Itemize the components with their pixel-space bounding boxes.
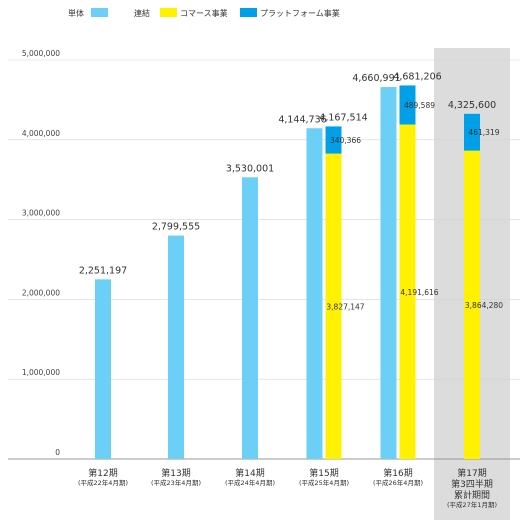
standalone-value-label: 4,144,736 — [278, 114, 326, 125]
commerce-bar — [464, 150, 480, 459]
legend-standalone-label: 単体 — [68, 8, 84, 18]
x-category-label: 第17期 — [457, 467, 486, 479]
standalone-value-label: 2,251,197 — [79, 265, 127, 276]
commerce-bar — [399, 124, 416, 460]
platform-value-label: 489,589 — [404, 101, 435, 110]
platform-value-label: 461,319 — [468, 128, 499, 137]
standalone-bar — [306, 128, 323, 459]
legend-platform-label: プラットフォーム事業 — [260, 8, 340, 18]
y-tick-label: 2,000,000 — [22, 288, 60, 297]
y-tick-label: 4,000,000 — [22, 129, 60, 138]
y-tick-label: 5,000,000 — [22, 49, 60, 58]
commerce-value-label: 3,864,280 — [465, 301, 503, 310]
legend-commerce-swatch — [160, 8, 177, 17]
standalone-value-label: 2,799,555 — [152, 222, 200, 233]
commerce-bar — [325, 153, 342, 459]
x-category-label: 累計期間 — [454, 489, 490, 501]
x-category-label: 第14期 — [235, 467, 264, 479]
legend-platform-swatch — [240, 8, 257, 17]
legend-commerce-label: コマース事業 — [180, 8, 228, 18]
commerce-value-label: 4,191,616 — [400, 288, 438, 297]
platform-bar — [464, 113, 480, 151]
standalone-bar — [95, 279, 111, 459]
legend: 単体 連結 コマース事業 プラットフォーム事業 — [68, 8, 340, 18]
x-category-label: 第13期 — [161, 467, 190, 479]
plot-area: 0 1,000,000 2,000,000 3,000,000 4,000,000 5,0… — [8, 48, 520, 520]
standalone-value-label: 3,530,001 — [226, 163, 274, 174]
standalone-bar — [168, 235, 184, 459]
platform-bar — [399, 85, 416, 125]
x-period-label: (平成27年1月期) — [447, 500, 497, 509]
y-tick-label: 0 — [55, 448, 60, 457]
platform-bar — [325, 126, 342, 154]
x-period-label: (平成23年4月期) — [151, 478, 201, 487]
x-period-label: (平成24年4月期) — [225, 478, 275, 487]
x-period-label: (平成26年4月期) — [373, 478, 423, 487]
x-category-label: 第3四半期 — [451, 478, 493, 490]
x-category-label: 第16期 — [383, 467, 412, 479]
x-period-label: (平成22年4月期) — [78, 478, 128, 487]
commerce-value-label: 3,827,147 — [326, 302, 364, 311]
standalone-bar — [242, 177, 258, 460]
legend-standalone-swatch — [91, 8, 108, 17]
consolidated-total-label: 4,681,206 — [393, 71, 441, 82]
y-tick-label: 1,000,000 — [22, 368, 60, 377]
consolidated-total-label: 4,167,514 — [319, 112, 367, 123]
platform-value-label: 340,366 — [330, 136, 361, 145]
x-category-label: 第15期 — [309, 467, 338, 479]
consolidated-total-label: 4,325,600 — [448, 100, 496, 111]
legend-consolidated-label: 連結 — [134, 8, 150, 18]
standalone-value-label: 4,660,991 — [352, 73, 400, 84]
x-category-label: 第12期 — [88, 467, 117, 479]
standalone-bar — [380, 87, 397, 459]
x-period-label: (平成25年4月期) — [299, 478, 349, 487]
y-tick-label: 3,000,000 — [22, 209, 60, 218]
